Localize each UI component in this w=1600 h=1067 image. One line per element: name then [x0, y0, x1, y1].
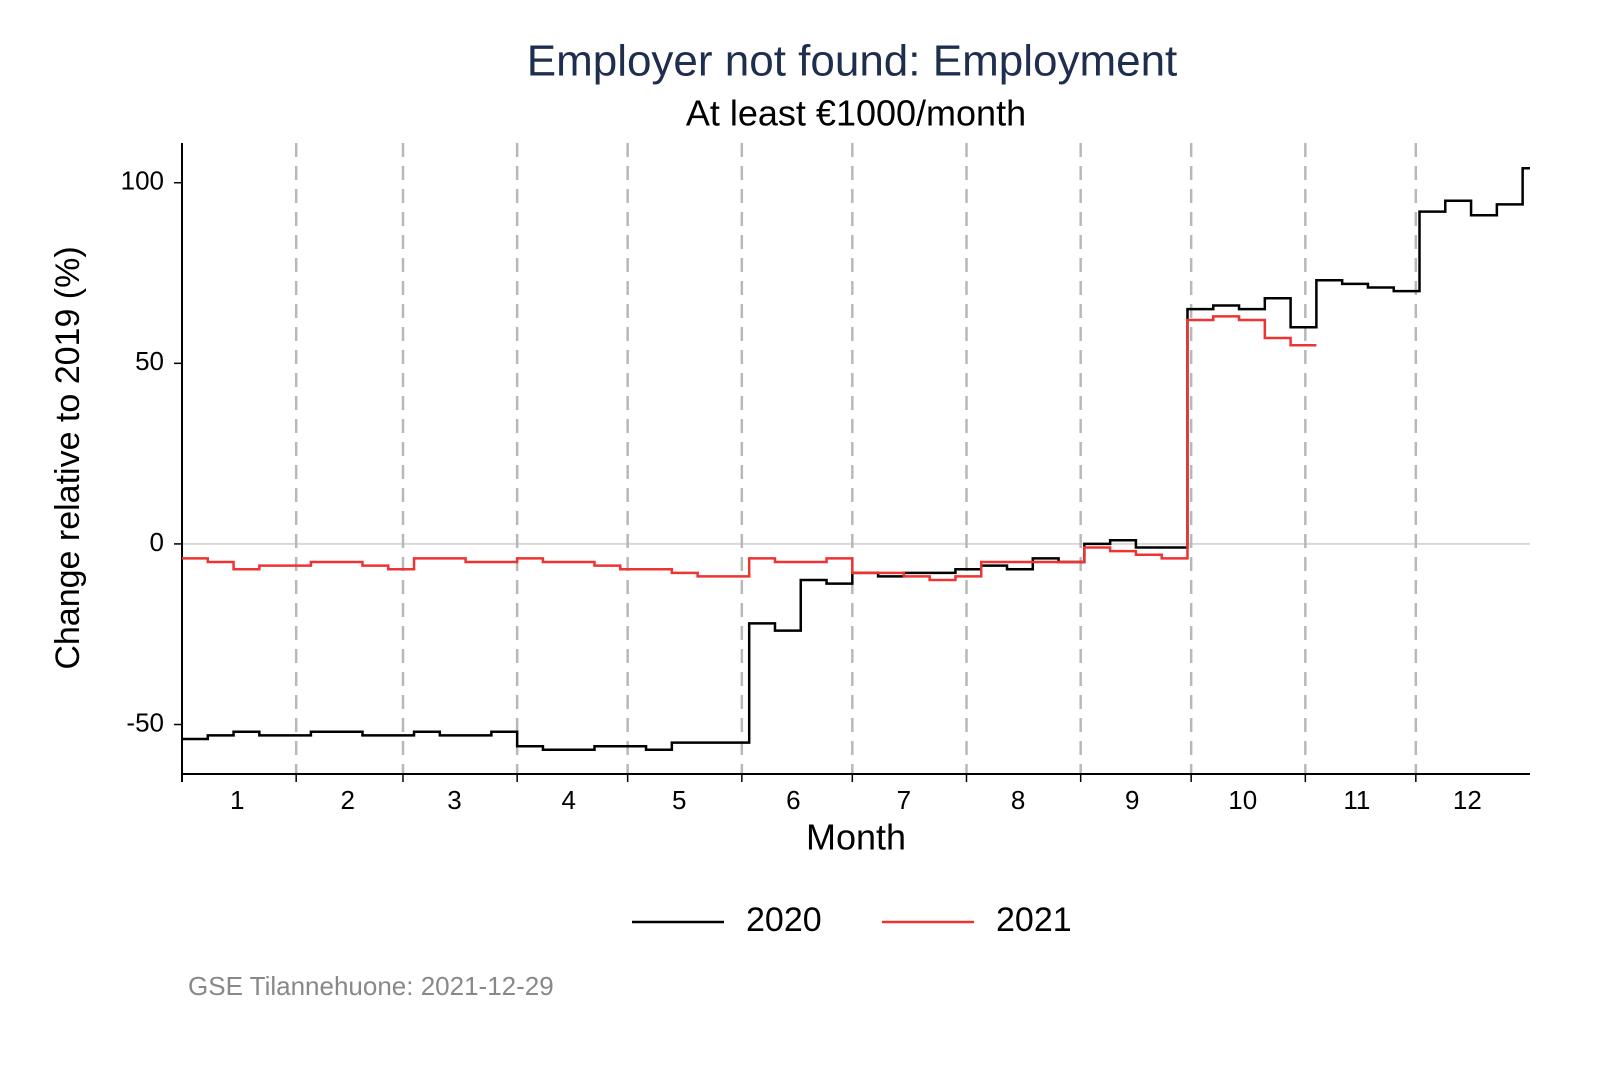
chart-subtitle: At least €1000/month [686, 93, 1026, 134]
series-line [182, 315, 1317, 582]
y-tick-label: -50 [126, 707, 164, 737]
x-tick-label: 11 [1343, 785, 1370, 815]
x-tick-label: 8 [1011, 785, 1025, 815]
x-tick-label: 5 [672, 785, 686, 815]
x-tick-label: 6 [786, 785, 800, 815]
legend-label: 2021 [996, 901, 1072, 939]
x-tick-label: 12 [1453, 785, 1482, 815]
series-line [182, 167, 1530, 752]
y-tick-label: 100 [121, 166, 164, 196]
x-tick-label: 7 [897, 785, 911, 815]
x-tick-label: 2 [341, 785, 355, 815]
chart-title: Employer not found: Employment [527, 37, 1178, 86]
y-axis-label: Change relative to 2019 (%) [49, 246, 87, 669]
x-tick-label: 3 [447, 785, 461, 815]
y-tick-label: 50 [135, 346, 164, 376]
legend-label: 2020 [746, 901, 822, 939]
x-axis-label: Month [806, 817, 906, 858]
x-tick-label: 10 [1228, 785, 1257, 815]
x-tick-label: 1 [230, 785, 244, 815]
x-tick-label: 9 [1125, 785, 1139, 815]
y-tick-label: 0 [150, 527, 164, 557]
x-tick-label: 4 [561, 785, 575, 815]
source-note: GSE Tilannehuone: 2021-12-29 [188, 971, 554, 1001]
